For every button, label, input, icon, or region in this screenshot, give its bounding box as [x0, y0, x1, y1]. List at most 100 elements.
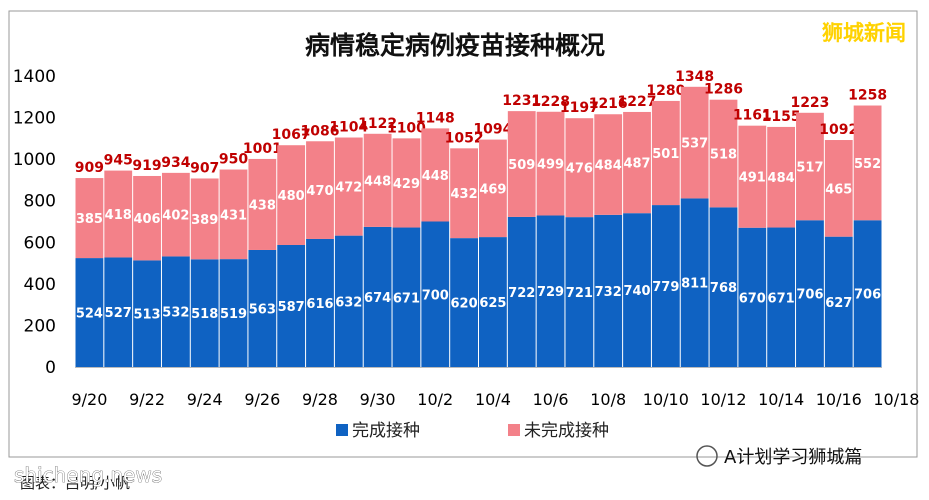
bar-incomplete — [565, 118, 594, 218]
data-label-total: 1100 — [387, 120, 426, 136]
bar-incomplete — [450, 148, 478, 239]
data-label-incomplete: 438 — [249, 198, 276, 213]
data-label-complete: 671 — [768, 291, 795, 306]
brand-watermark: 狮城新闻 — [822, 21, 906, 45]
data-label-incomplete: 465 — [825, 182, 852, 197]
data-label-complete: 706 — [854, 288, 881, 303]
bar-incomplete — [824, 140, 853, 237]
data-label-incomplete: 470 — [306, 184, 333, 199]
data-label-total: 1286 — [704, 82, 743, 98]
data-label-complete: 627 — [825, 296, 852, 311]
data-label-total: 1155 — [762, 109, 801, 125]
data-label-incomplete: 491 — [739, 171, 766, 186]
bar-incomplete — [623, 111, 651, 214]
chart-title: 病情稳定病例疫苗接种概况 — [305, 31, 605, 60]
data-label-total: 1258 — [848, 88, 887, 104]
bar-complete — [104, 257, 133, 367]
bar-complete — [738, 227, 767, 367]
data-label-complete: 671 — [393, 291, 420, 306]
bar-incomplete — [536, 111, 565, 216]
data-label-total: 1223 — [790, 95, 829, 111]
x-tick-label: 10/18 — [873, 390, 919, 409]
x-tick-label: 10/14 — [758, 390, 804, 409]
bar-complete — [219, 259, 248, 367]
bar-complete — [853, 220, 882, 367]
data-label-total: 1001 — [243, 141, 282, 157]
data-label-incomplete: 389 — [191, 213, 218, 228]
data-label-total: 1092 — [819, 122, 858, 138]
data-label-total: 1052 — [445, 130, 484, 146]
data-label-total: 1280 — [646, 83, 685, 99]
bar-complete — [479, 237, 507, 367]
data-label-total: 909 — [75, 160, 104, 176]
data-label-incomplete: 432 — [451, 187, 478, 202]
data-label-complete: 632 — [335, 295, 362, 310]
data-label-complete: 740 — [623, 284, 650, 299]
bar-complete — [392, 227, 421, 367]
watermark-right-text: A计划学习狮城篇 — [724, 447, 862, 468]
x-tick-label: 10/4 — [475, 390, 511, 409]
data-label-complete: 721 — [566, 286, 593, 301]
bar-incomplete — [190, 178, 219, 260]
bar-incomplete — [104, 170, 133, 258]
bar-incomplete — [767, 126, 796, 228]
data-label-complete: 779 — [652, 280, 679, 295]
data-label-total: 945 — [104, 153, 133, 169]
data-label-total: 1228 — [531, 94, 570, 110]
data-label-total: 1067 — [272, 127, 311, 143]
bar-complete — [190, 259, 219, 367]
data-label-incomplete: 518 — [710, 148, 737, 163]
bar-incomplete — [133, 175, 161, 261]
data-label-incomplete: 499 — [537, 158, 564, 173]
bar-incomplete — [796, 112, 824, 221]
data-label-total: 1104 — [329, 120, 368, 136]
data-label-total: 919 — [132, 158, 161, 174]
x-tick-label: 10/12 — [700, 390, 746, 409]
bar-incomplete — [161, 172, 190, 257]
bar-incomplete — [507, 111, 536, 217]
data-label-total: 1231 — [502, 93, 541, 109]
bar-complete — [796, 220, 824, 367]
bar-complete — [623, 213, 651, 367]
watermark-left-text: shicheng.news — [14, 463, 162, 487]
data-label-incomplete: 431 — [220, 208, 247, 223]
bar-complete — [161, 256, 190, 367]
data-label-complete: 729 — [537, 285, 564, 300]
legend-swatch-complete — [336, 424, 348, 436]
bar-complete — [709, 207, 738, 367]
bar-complete — [334, 235, 363, 367]
bar-complete — [565, 217, 594, 367]
data-label-incomplete: 402 — [162, 209, 189, 224]
x-tick-label: 9/28 — [302, 390, 338, 409]
source-text: 图表：吕明/小帆 — [20, 474, 130, 492]
bar-complete — [133, 260, 161, 367]
y-tick-label: 1200 — [13, 109, 56, 129]
bar-incomplete — [853, 105, 882, 221]
data-label-incomplete: 517 — [796, 161, 823, 176]
bar-incomplete — [75, 178, 104, 259]
bottom-watermarks: A计划学习狮城篇 图表：吕明/小帆 shicheng.news — [14, 445, 862, 492]
data-label-complete: 563 — [249, 302, 276, 317]
data-label-complete: 674 — [364, 291, 391, 306]
data-label-incomplete: 480 — [278, 189, 305, 204]
bar-complete — [421, 221, 450, 367]
data-label-incomplete: 552 — [854, 157, 881, 172]
brand-text: 狮城新闻 — [822, 21, 906, 45]
bar-complete — [306, 238, 334, 367]
data-label-complete: 518 — [191, 307, 218, 322]
bar-incomplete — [709, 99, 738, 208]
data-label-incomplete: 487 — [623, 157, 650, 172]
bar-incomplete — [651, 100, 680, 206]
data-label-incomplete: 429 — [393, 177, 420, 192]
bar-incomplete — [392, 138, 421, 228]
x-tick-label: 9/26 — [244, 390, 280, 409]
data-label-complete: 513 — [133, 308, 160, 323]
data-label-complete: 811 — [681, 277, 708, 292]
data-label-incomplete: 476 — [566, 162, 593, 177]
bar-incomplete — [680, 86, 709, 199]
bar-incomplete — [479, 139, 507, 238]
data-label-total: 1094 — [473, 122, 512, 138]
data-label-complete: 732 — [595, 285, 622, 300]
x-tick-label: 9/24 — [187, 390, 223, 409]
